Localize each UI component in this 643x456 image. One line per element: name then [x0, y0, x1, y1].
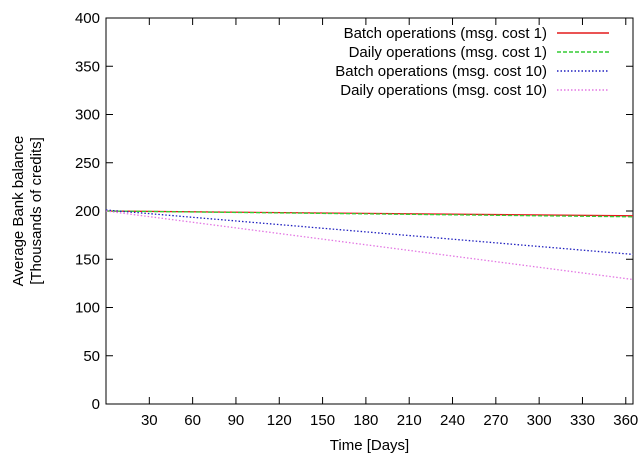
y-tick-label: 100 — [75, 300, 100, 317]
x-tick-label: 180 — [353, 412, 378, 429]
x-tick-label: 210 — [397, 412, 422, 429]
x-tick-label: 360 — [613, 412, 638, 429]
y-axis: 0 50 100 150 200 250 300 350 400 — [75, 10, 633, 413]
series-line-3 — [105, 209, 634, 256]
x-tick-label: 150 — [310, 412, 335, 429]
x-axis-label: Time [Days] — [330, 437, 409, 454]
series-line-4 — [105, 210, 634, 281]
x-tick-label: 120 — [267, 412, 292, 429]
y-tick-label: 200 — [75, 203, 100, 220]
legend-label-4: Daily operations (msg. cost 10) — [340, 82, 547, 99]
series-line-2 — [105, 210, 634, 218]
x-tick-label: 240 — [440, 412, 465, 429]
x-tick-label: 90 — [228, 412, 245, 429]
x-tick-label: 300 — [527, 412, 552, 429]
y-tick-label: 50 — [83, 348, 100, 365]
y-tick-label: 300 — [75, 107, 100, 124]
y-tick-label: 150 — [75, 251, 100, 268]
legend-label-3: Batch operations (msg. cost 10) — [335, 63, 547, 80]
x-tick-label: 270 — [483, 412, 508, 429]
y-tick-label: 350 — [75, 58, 100, 75]
y-tick-label: 250 — [75, 155, 100, 172]
x-axis: 30 60 90 120 150 180 210 240 270 300 330 360 — [141, 18, 638, 429]
legend-label-1: Batch operations (msg. cost 1) — [344, 25, 547, 42]
y-tick-label: 0 — [92, 396, 100, 413]
series-layer — [105, 209, 634, 281]
y-tick-label: 400 — [75, 10, 100, 27]
legend: Batch operations (msg. cost 1) Daily oper… — [335, 25, 609, 99]
x-tick-label: 330 — [570, 412, 595, 429]
x-tick-label: 60 — [184, 412, 201, 429]
x-tick-label: 30 — [141, 412, 158, 429]
y-axis-label-units: [Thousands of credits] — [28, 137, 45, 285]
legend-label-2: Daily operations (msg. cost 1) — [349, 44, 547, 61]
y-axis-label: Average Bank balance — [10, 136, 27, 287]
